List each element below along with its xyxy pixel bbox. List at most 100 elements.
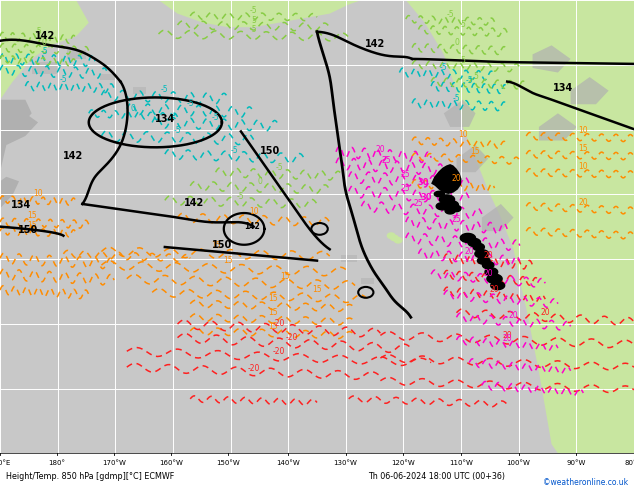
Text: 134: 134	[553, 83, 573, 93]
Polygon shape	[0, 177, 19, 209]
Text: 150: 150	[212, 241, 233, 250]
Text: -5: -5	[212, 113, 219, 122]
Text: 10: 10	[249, 207, 259, 216]
Text: -5: -5	[231, 146, 238, 155]
Polygon shape	[100, 74, 116, 80]
Polygon shape	[533, 46, 571, 73]
Text: 20: 20	[502, 334, 512, 343]
Text: 5: 5	[460, 20, 465, 29]
Polygon shape	[431, 164, 462, 194]
Polygon shape	[477, 257, 490, 264]
Text: -5: -5	[440, 63, 448, 72]
Text: -5: -5	[237, 192, 245, 200]
Polygon shape	[439, 195, 455, 204]
Text: 15: 15	[223, 256, 233, 265]
Text: 20: 20	[464, 247, 474, 256]
Text: 30: 30	[418, 178, 429, 187]
Text: 20: 20	[451, 174, 462, 183]
Text: 150°W: 150°W	[216, 460, 240, 466]
Text: 15: 15	[27, 212, 37, 220]
Text: 134: 134	[11, 200, 32, 211]
Polygon shape	[482, 262, 494, 269]
Text: -5: -5	[41, 48, 48, 56]
Circle shape	[394, 238, 402, 243]
Polygon shape	[452, 205, 461, 212]
Text: 10: 10	[578, 162, 588, 171]
Text: 20: 20	[483, 269, 493, 277]
Text: 20: 20	[375, 145, 385, 154]
Polygon shape	[487, 274, 502, 283]
Text: 150: 150	[18, 225, 38, 235]
Text: 25: 25	[401, 170, 411, 179]
Polygon shape	[460, 233, 476, 243]
Text: 170°W: 170°W	[102, 460, 126, 466]
Polygon shape	[158, 0, 361, 27]
Text: 90°W: 90°W	[567, 460, 586, 466]
Text: 10: 10	[578, 126, 588, 135]
Polygon shape	[361, 278, 374, 284]
Text: 134: 134	[155, 114, 176, 124]
Text: -5: -5	[250, 6, 257, 15]
Text: 142: 142	[35, 30, 55, 41]
Text: -20: -20	[285, 333, 298, 342]
Polygon shape	[482, 204, 514, 231]
Text: -20: -20	[273, 319, 285, 328]
Text: -20: -20	[273, 347, 285, 356]
Text: 25: 25	[382, 156, 392, 165]
Text: 30: 30	[420, 194, 432, 202]
Text: 110°W: 110°W	[449, 460, 473, 466]
Text: -5: -5	[446, 10, 454, 19]
Text: 15: 15	[268, 321, 278, 331]
Text: 15: 15	[268, 294, 278, 303]
Text: 10: 10	[458, 130, 468, 139]
Text: 142: 142	[365, 39, 385, 49]
Text: Th 06-06-2024 18:00 UTC (00+36): Th 06-06-2024 18:00 UTC (00+36)	[368, 471, 505, 481]
Text: 142: 142	[244, 222, 260, 231]
Text: 15: 15	[470, 147, 481, 156]
Text: 15: 15	[27, 220, 37, 229]
Text: -5: -5	[161, 85, 169, 94]
Text: 5: 5	[460, 55, 465, 65]
Polygon shape	[0, 99, 32, 172]
Text: 160°W: 160°W	[159, 460, 183, 466]
Polygon shape	[468, 239, 481, 246]
Text: ©weatheronline.co.uk: ©weatheronline.co.uk	[543, 478, 628, 487]
Polygon shape	[436, 202, 449, 210]
Text: 25: 25	[401, 184, 411, 193]
Text: 20: 20	[489, 285, 500, 294]
Text: -20: -20	[247, 364, 260, 373]
Polygon shape	[491, 281, 505, 290]
Text: 25: 25	[451, 215, 462, 224]
Polygon shape	[133, 87, 146, 94]
Text: -5: -5	[275, 163, 283, 172]
Text: 15: 15	[312, 285, 322, 294]
Text: 15: 15	[280, 272, 290, 281]
Polygon shape	[473, 244, 484, 251]
Text: -5: -5	[186, 99, 194, 108]
Text: 5: 5	[251, 16, 256, 24]
Text: -5: -5	[465, 76, 473, 85]
Circle shape	[387, 233, 395, 239]
Text: 0: 0	[42, 38, 47, 48]
Polygon shape	[445, 208, 455, 214]
Text: -5: -5	[174, 126, 181, 135]
Text: 5: 5	[473, 72, 478, 81]
Text: 20: 20	[483, 251, 493, 260]
Polygon shape	[456, 145, 488, 172]
Text: 20: 20	[508, 311, 519, 320]
Text: 180°: 180°	[49, 460, 65, 466]
Text: 120°W: 120°W	[391, 460, 415, 466]
Text: 25: 25	[413, 199, 424, 208]
Text: -5: -5	[453, 94, 460, 102]
Polygon shape	[485, 268, 498, 276]
Text: 10: 10	[33, 189, 43, 198]
Text: 142: 142	[184, 198, 204, 208]
Text: 15: 15	[578, 144, 588, 153]
Text: -5: -5	[60, 74, 67, 84]
Text: 15: 15	[210, 242, 221, 250]
Polygon shape	[444, 99, 476, 127]
Polygon shape	[6, 113, 38, 145]
Text: 170°E: 170°E	[0, 460, 11, 466]
Text: 130°W: 130°W	[333, 460, 358, 466]
Text: 20: 20	[578, 198, 588, 207]
